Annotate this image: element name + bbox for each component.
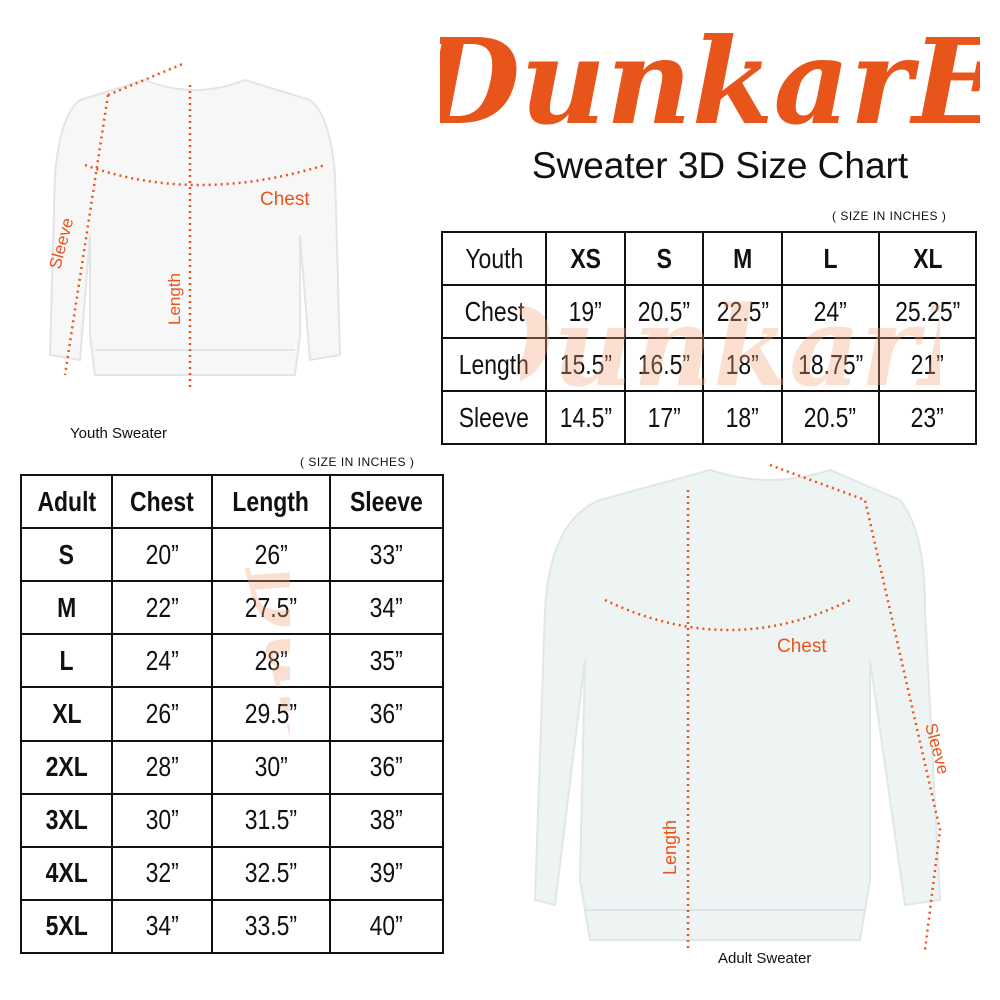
cell: 31.5” (210, 792, 332, 848)
cell: 25.25” (877, 284, 978, 339)
table-row: Chest 19” 20.5” 22.5” 24” 25.25” (440, 284, 978, 339)
cell: 34” (111, 898, 213, 955)
cell: 38” (329, 792, 444, 848)
table-row: L 24” 28” 35” (19, 633, 444, 689)
cell: 24” (111, 633, 213, 689)
cell: 36” (329, 739, 444, 795)
table-row: Sleeve 14.5” 17” 18” 20.5” 23” (440, 390, 978, 445)
cell: 18” (702, 337, 783, 392)
cell: 32” (111, 845, 213, 901)
cell: 28” (210, 633, 332, 689)
cell: 30” (210, 739, 332, 795)
adult-length-label: Length (660, 820, 680, 875)
cell: 24” (780, 284, 880, 339)
adult-size-table: Adult Chest Length Sleeve S 20” 26” 33” M 22”… (19, 473, 444, 955)
cell: 32.5” (210, 845, 332, 901)
table-header-row: Youth XS S M L XL (440, 231, 978, 286)
cell: 16.5” (623, 337, 705, 392)
adult-unit-note: ( SIZE IN INCHES ) (300, 455, 415, 469)
cell: 29.5” (210, 686, 332, 742)
cell: 33.5” (210, 898, 332, 955)
youth-chest-label: Chest (260, 189, 310, 210)
cell: 35” (329, 633, 444, 689)
table-row: 2XL 28” 30” 36” (19, 739, 444, 795)
table-header-row: Adult Chest Length Sleeve (19, 473, 444, 530)
youth-caption: Youth Sweater (70, 425, 168, 442)
row-label: XL (19, 686, 114, 742)
row-label: M (19, 580, 114, 636)
cell: 33” (329, 527, 444, 583)
youth-length-label: Length (165, 273, 184, 325)
table-row: 3XL 30” 31.5” 38” (19, 792, 444, 848)
cell: 18.75” (780, 337, 880, 392)
page-title: Sweater 3D Size Chart (531, 145, 909, 186)
youth-unit-note: ( SIZE IN INCHES ) (832, 209, 947, 223)
cell: 40” (329, 898, 444, 955)
header-cell: XL (877, 231, 978, 286)
row-label: Sleeve (440, 390, 548, 445)
header-cell: M (702, 231, 783, 286)
cell: 18” (702, 390, 783, 445)
cell: 26” (210, 527, 332, 583)
row-label: Chest (440, 284, 548, 339)
row-label: L (19, 633, 114, 689)
table-row: S 20” 26” 33” (19, 527, 444, 583)
row-label: 5XL (19, 898, 114, 955)
youth-size-table: Youth XS S M L XL Chest 19” 20.5” 22.5” … (440, 231, 978, 445)
header-cell: Adult (19, 473, 114, 530)
header-cell: Youth (440, 231, 548, 286)
table-row: 4XL 32” 32.5” 39” (19, 845, 444, 901)
cell: 21” (877, 337, 978, 392)
cell: 26” (111, 686, 213, 742)
table-row: XL 26” 29.5” 36” (19, 686, 444, 742)
cell: 22.5” (702, 284, 783, 339)
table-row: 5XL 34” 33.5” 40” (19, 898, 444, 955)
header-cell: S (623, 231, 705, 286)
table-row: Length 15.5” 16.5” 18” 18.75” 21” (440, 337, 978, 392)
header-cell: L (780, 231, 880, 286)
cell: 22” (111, 580, 213, 636)
cell: 17” (623, 390, 705, 445)
cell: 30” (111, 792, 213, 848)
cell: 39” (329, 845, 444, 901)
header-cell: Chest (111, 473, 213, 530)
header-cell: Sleeve (329, 473, 444, 530)
row-label: Length (440, 337, 548, 392)
cell: 15.5” (545, 337, 626, 392)
header-cell: Length (210, 473, 332, 530)
adult-chest-label: Chest (777, 636, 827, 657)
row-label: S (19, 527, 114, 583)
cell: 23” (877, 390, 978, 445)
cell: 20.5” (623, 284, 705, 339)
cell: 20” (111, 527, 213, 583)
cell: 19” (545, 284, 626, 339)
table-row: M 22” 27.5” 34” (19, 580, 444, 636)
dunkare-logo: DunkarE (440, 12, 980, 151)
cell: 20.5” (780, 390, 880, 445)
cell: 28” (111, 739, 213, 795)
cell: 34” (329, 580, 444, 636)
cell: 27.5” (210, 580, 332, 636)
row-label: 4XL (19, 845, 114, 901)
logo-text: DunkarE (440, 12, 980, 151)
cell: 14.5” (545, 390, 626, 445)
adult-caption: Adult Sweater (718, 950, 812, 967)
youth-sweater-illustration: Chest Length Sleeve (46, 61, 342, 390)
row-label: 2XL (19, 739, 114, 795)
header-cell: XS (545, 231, 626, 286)
row-label: 3XL (19, 792, 114, 848)
adult-sweater-illustration: Chest Length Sleeve (533, 463, 953, 951)
cell: 36” (329, 686, 444, 742)
